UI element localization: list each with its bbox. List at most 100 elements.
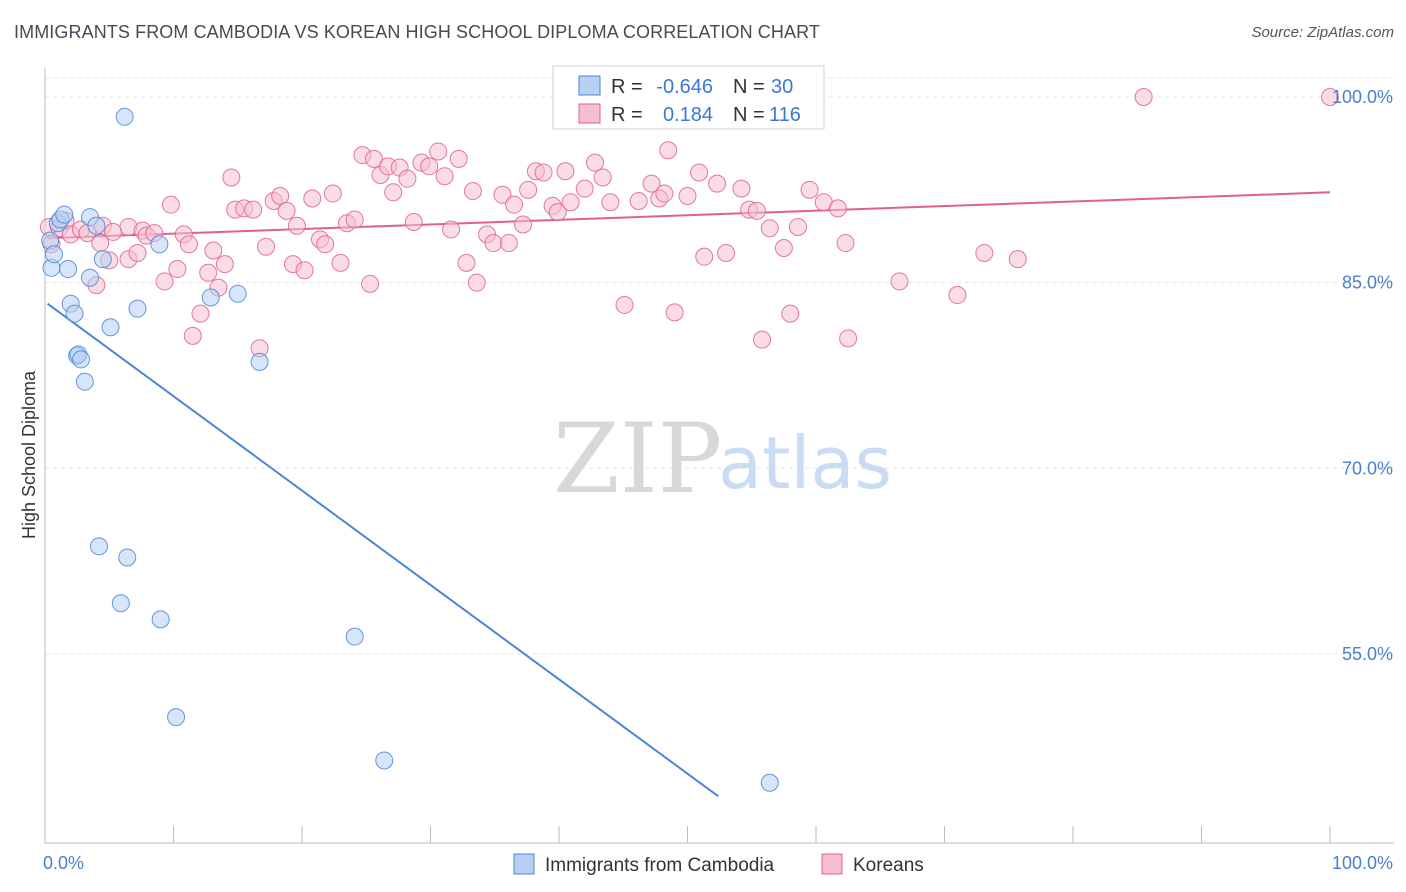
- korean-point: [323, 184, 342, 203]
- korean-point: [467, 273, 486, 292]
- korean-point: [708, 174, 727, 193]
- legend-r-label: R =: [611, 76, 643, 98]
- korean-point: [222, 168, 241, 187]
- korean-point: [244, 200, 263, 219]
- korean-point: [1321, 88, 1339, 106]
- x-tick-label: 0.0%: [43, 853, 84, 873]
- korean-point: [277, 201, 296, 220]
- korean-point: [615, 295, 634, 314]
- korean-point: [655, 184, 674, 203]
- korean-point: [732, 179, 751, 198]
- cambodia-point: [150, 235, 169, 254]
- cambodia-point: [228, 284, 247, 303]
- korean-point: [331, 253, 350, 272]
- korean-point: [519, 180, 538, 199]
- bottom-legend-swatch-pink: [821, 853, 843, 875]
- korean-point: [183, 326, 202, 345]
- korean-point: [161, 195, 180, 214]
- korean-point: [295, 261, 314, 280]
- korean-point: [665, 303, 684, 322]
- korean-point: [345, 210, 364, 229]
- korean-point: [561, 193, 580, 212]
- trend-lines: [46, 191, 1331, 798]
- korean-point: [168, 260, 187, 279]
- korean-point: [271, 187, 290, 206]
- korean-point: [155, 272, 174, 291]
- korean-point: [836, 234, 855, 253]
- watermark-atlas: atlas: [718, 421, 892, 505]
- korean-point: [316, 235, 335, 254]
- x-tick-label: 100.0%: [1332, 853, 1393, 873]
- legend-n-label: N =: [733, 104, 765, 126]
- cambodia-point: [55, 205, 74, 224]
- korean-point: [760, 219, 779, 238]
- korean-point: [457, 253, 476, 272]
- korean-point: [449, 149, 468, 168]
- watermark: ZIP atlas: [553, 403, 892, 515]
- cambodia-trend-line: [46, 302, 719, 798]
- legend-r-label: R =: [611, 104, 643, 126]
- korean-point: [781, 304, 800, 323]
- korean-point: [179, 235, 198, 254]
- cambodia-point: [101, 318, 120, 337]
- korean-point: [435, 167, 454, 186]
- korean-point: [747, 201, 766, 220]
- cambodia-point: [345, 627, 364, 646]
- legend-r-value: 0.184: [663, 104, 713, 126]
- cambodia-point: [167, 708, 186, 727]
- cambodia-point: [760, 773, 779, 792]
- korean-point: [364, 149, 383, 168]
- cambodia-point: [201, 288, 220, 307]
- korean-trend-line: [47, 191, 1331, 240]
- korean-point: [204, 241, 223, 260]
- korean-point: [890, 272, 909, 291]
- korean-point: [585, 153, 604, 172]
- legend-n-value: 116: [769, 104, 801, 126]
- korean-point: [789, 217, 808, 236]
- cambodia-point: [115, 107, 134, 126]
- tick-labels: 100.0% 85.0% 70.0% 55.0% 0.0% 100.0%: [43, 87, 1393, 873]
- korean-point: [128, 243, 147, 262]
- y-tick-label: 55.0%: [1342, 644, 1393, 664]
- korean-point: [774, 239, 793, 258]
- cambodia-point: [65, 304, 84, 323]
- korean-point: [361, 274, 380, 293]
- legend-n-label: N =: [733, 76, 765, 98]
- legend-swatch-pink: [578, 103, 601, 124]
- korean-point: [1134, 88, 1153, 106]
- korean-point: [575, 179, 594, 198]
- bottom-legend-swatch-blue: [513, 853, 535, 875]
- y-tick-label: 100.0%: [1332, 87, 1393, 107]
- korean-point: [548, 203, 567, 222]
- legend-r-value: -0.646: [656, 76, 713, 98]
- bottom-legend-label: Koreans: [853, 855, 924, 876]
- korean-point: [287, 216, 306, 235]
- korean-point: [199, 263, 218, 282]
- korean-point: [717, 243, 736, 262]
- korean-point: [839, 329, 858, 348]
- korean-point: [463, 182, 482, 201]
- axes: [44, 68, 1394, 844]
- cambodia-point: [87, 216, 106, 235]
- korean-point: [753, 330, 772, 349]
- series-legend: Immigrants from Cambodia Koreans: [513, 853, 924, 876]
- cambodia-point: [75, 372, 94, 391]
- legend-swatch-blue: [578, 75, 601, 96]
- cambodia-point: [111, 594, 130, 613]
- korean-point: [828, 199, 847, 218]
- korean-point: [398, 169, 417, 188]
- korean-point: [642, 174, 661, 193]
- korean-point: [499, 234, 518, 253]
- chart-title: IMMIGRANTS FROM CAMBODIA VS KOREAN HIGH …: [14, 22, 820, 42]
- korean-point: [659, 141, 678, 160]
- korean-point: [556, 162, 575, 181]
- stats-legend: R = -0.646 N = 30 R = 0.184 N = 116: [552, 65, 825, 130]
- korean-point: [493, 185, 512, 204]
- korean-point: [800, 180, 819, 199]
- korean-point: [593, 168, 612, 187]
- bottom-legend-label: Immigrants from Cambodia: [545, 855, 775, 876]
- y-tick-label: 85.0%: [1342, 273, 1393, 293]
- cambodia-point: [80, 268, 99, 287]
- cambodia-point: [89, 537, 108, 556]
- korean-point: [975, 243, 994, 262]
